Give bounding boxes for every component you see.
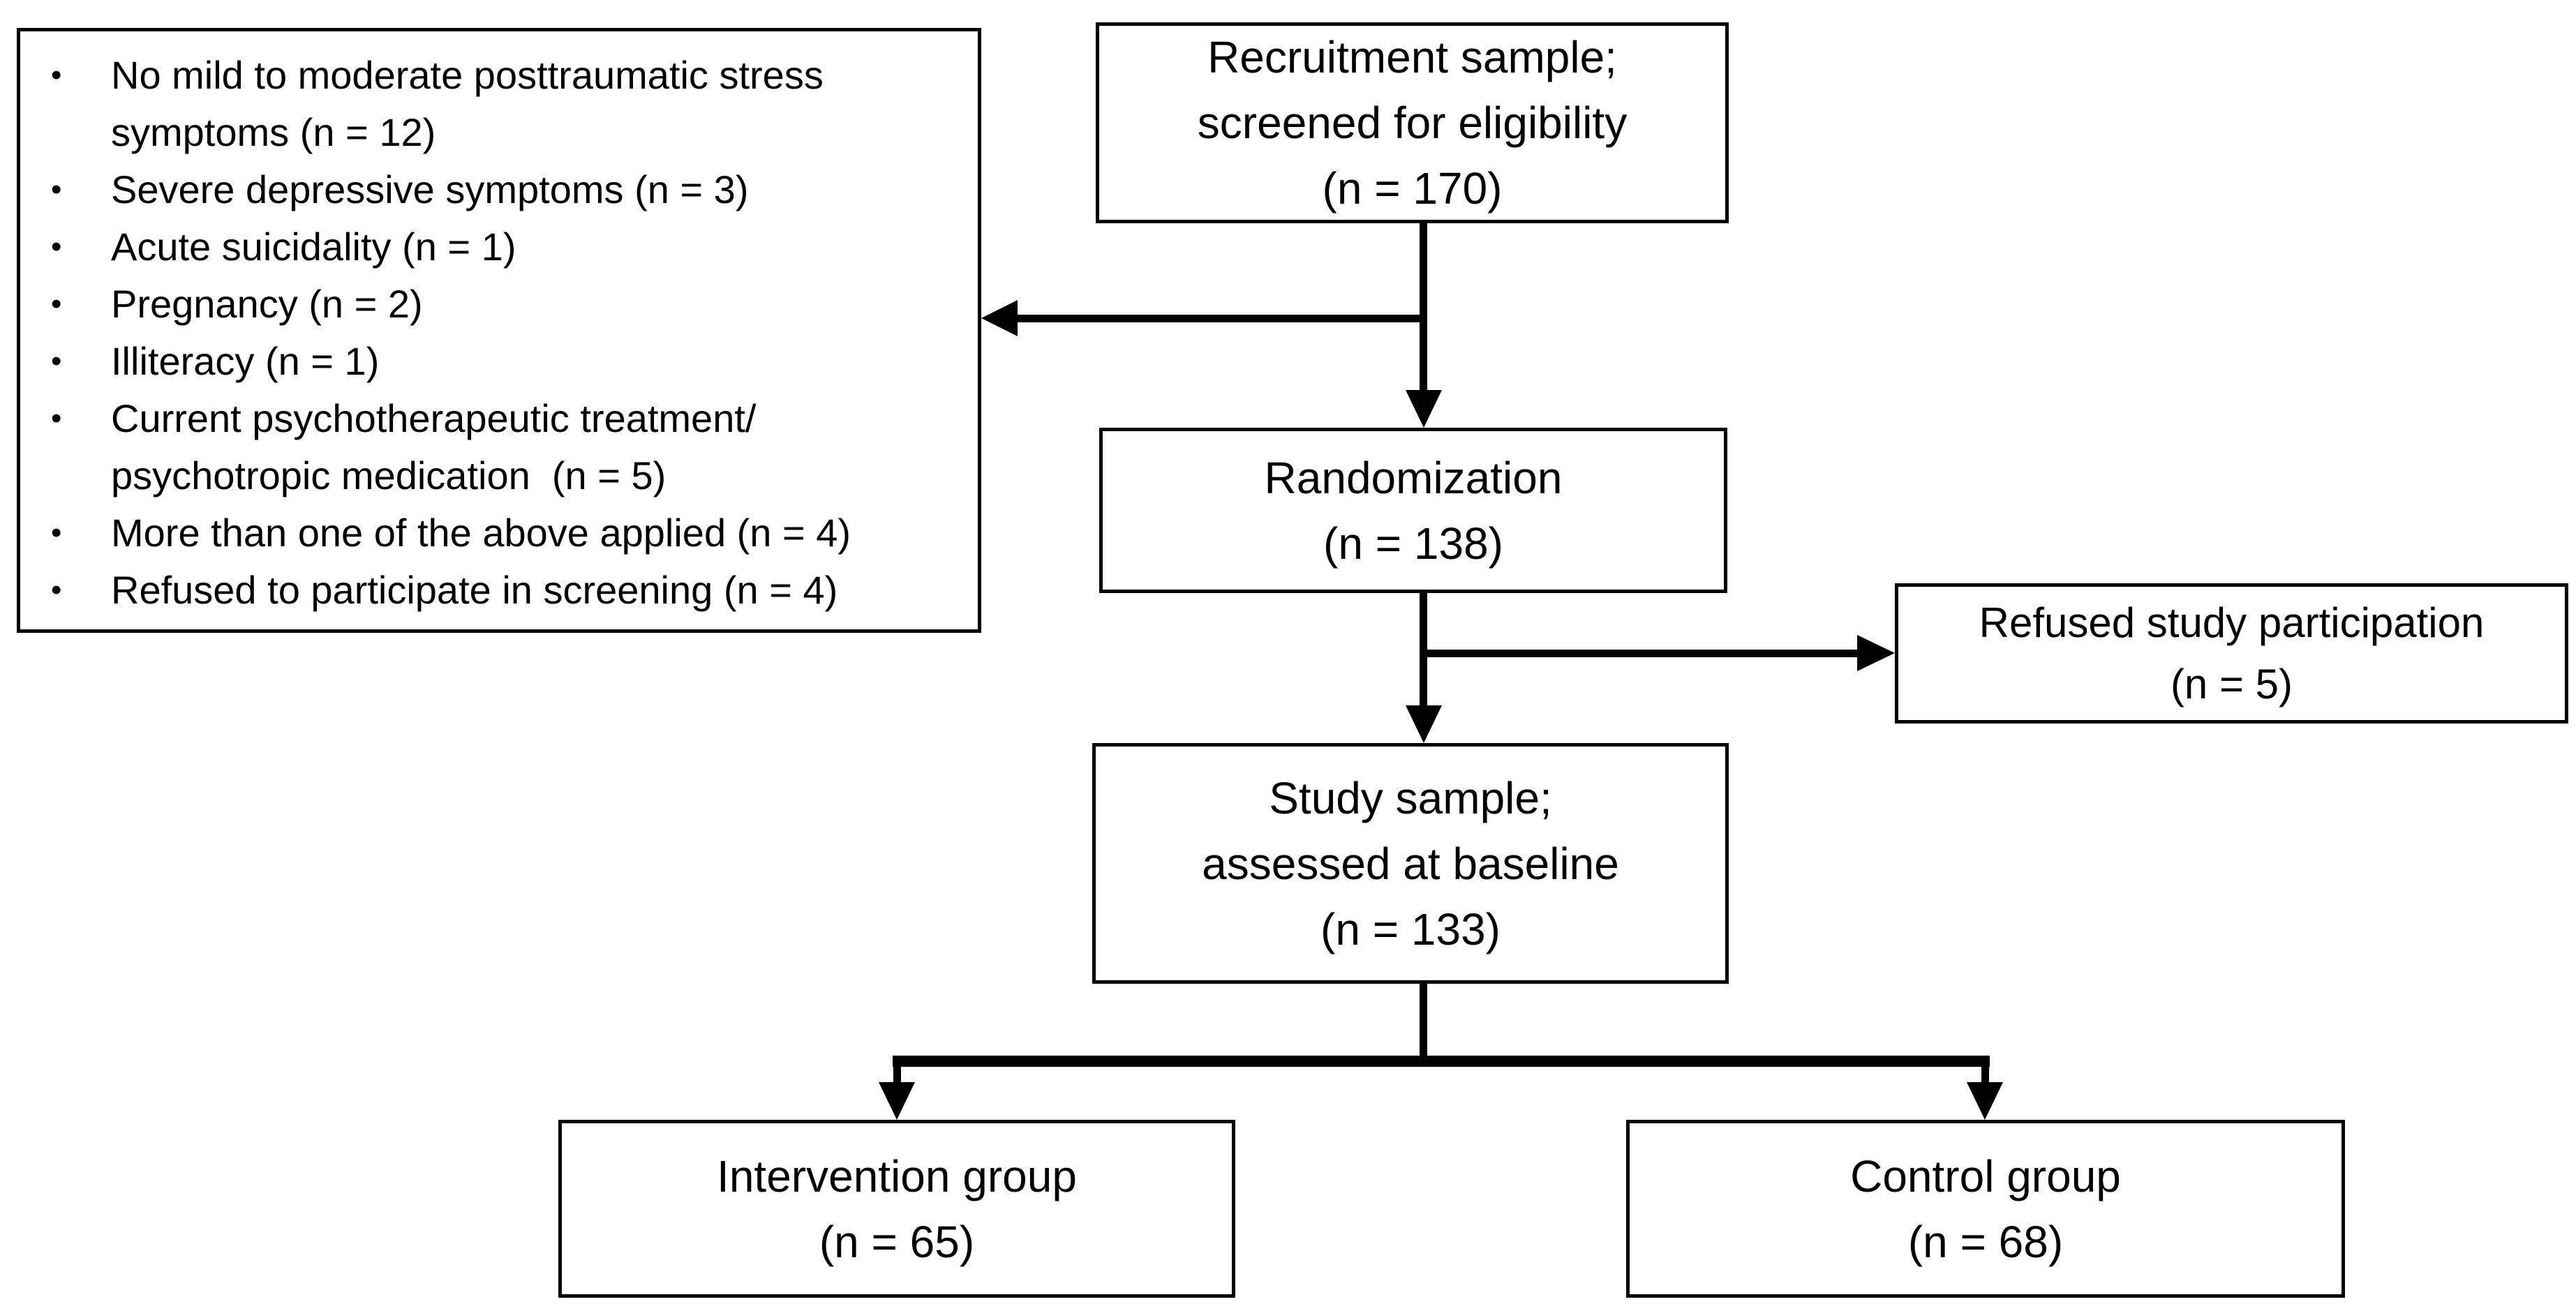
exclusion-item-line: Severe depressive symptoms (n = 3) [111,167,749,211]
exclusion-item: • No mild to moderate posttraumatic stre… [20,47,978,161]
arrow-randomization-to-study [1420,593,1427,706]
box-text-line: assessed at baseline [1202,838,1619,889]
bullet-icon: • [51,230,62,264]
arrow-recruitment-to-randomization [1420,223,1427,392]
exclusion-item-line: Acute suicidality (n = 1) [111,225,516,269]
box-text-line: Randomization [1264,452,1563,503]
exclusion-item: • Acute suicidality (n = 1) [20,218,978,276]
box-text-line: screened for eligibility [1197,98,1628,148]
arrow-split-to-intervention [893,1056,901,1084]
arrowhead-right [1857,635,1895,671]
exclusion-item: • Current psychotherapeutic treatment/ p… [20,390,978,504]
box-text-line: (n = 170) [1322,163,1503,213]
exclusion-item-line: psychotropic medication (n = 5) [111,454,667,497]
exclusion-item: • More than one of the above applied (n … [20,504,978,562]
exclusion-item: • Pregnancy (n = 2) [20,276,978,333]
arrow-to-exclusion-box [1015,315,1427,322]
line-study-to-split [1420,984,1427,1067]
box-text-line: Refused study participation [1979,599,2485,646]
exclusion-item-line: Refused to participate in screening (n =… [111,568,838,612]
recruitment-sample-box: Recruitment sample; screened for eligibi… [1096,22,1729,223]
exclusion-item-line: Pregnancy (n = 2) [111,282,423,326]
box-text-line: Study sample; [1269,772,1552,823]
arrowhead-down [879,1082,915,1120]
arrow-split-to-control [1981,1056,1989,1084]
box-text-line: (n = 68) [1907,1216,2064,1267]
arrowhead-down [1406,390,1442,428]
box-text-line: (n = 65) [819,1216,975,1267]
split-bar [893,1056,1990,1067]
exclusion-item-line: No mild to moderate posttraumatic stress [111,53,824,97]
bullet-icon: • [51,401,62,435]
arrowhead-down [1967,1082,2003,1120]
box-text-line: Intervention group [717,1151,1077,1201]
exclusion-item-line: symptoms (n = 12) [111,110,436,154]
exclusion-item: • Refused to participate in screening (n… [20,562,978,619]
intervention-group-box: Intervention group (n = 65) [558,1120,1235,1298]
arrowhead-down [1406,705,1442,743]
box-text-line: Control group [1850,1151,2121,1201]
arrowhead-left [981,300,1018,336]
exclusion-item-line: More than one of the above applied (n = … [111,511,851,555]
exclusion-criteria-box: • No mild to moderate posttraumatic stre… [17,28,981,633]
bullet-icon: • [51,344,62,378]
exclusion-item: • Illiteracy (n = 1) [20,333,978,390]
exclusion-item-line: Current psychotherapeutic treatment/ [111,396,757,440]
exclusion-item: • Severe depressive symptoms (n = 3) [20,161,978,218]
bullet-icon: • [51,516,62,550]
arrow-to-refused-box [1424,650,1860,657]
randomization-box: Randomization (n = 138) [1099,428,1727,593]
bullet-icon: • [51,172,62,207]
box-text-line: (n = 133) [1320,904,1501,954]
control-group-box: Control group (n = 68) [1626,1120,2345,1298]
box-text-line: (n = 138) [1323,518,1503,569]
study-sample-box: Study sample; assessed at baseline (n = … [1092,743,1729,984]
box-text-line: Recruitment sample; [1207,32,1617,82]
bullet-icon: • [51,287,62,321]
exclusion-list: • No mild to moderate posttraumatic stre… [20,47,978,619]
bullet-icon: • [51,573,62,607]
refused-participation-box: Refused study participation (n = 5) [1895,583,2568,724]
box-text-line: (n = 5) [2170,660,2293,707]
exclusion-item-line: Illiteracy (n = 1) [111,339,380,383]
bullet-icon: • [51,58,62,92]
